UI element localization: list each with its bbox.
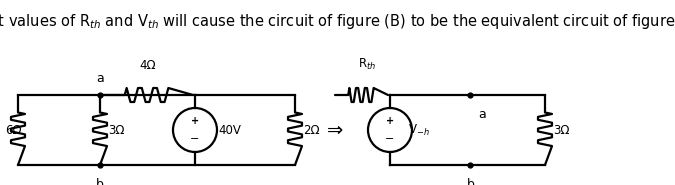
Text: +: +: [386, 116, 394, 126]
Text: a: a: [96, 72, 104, 85]
Text: −: −: [190, 134, 200, 144]
Text: 6Ω: 6Ω: [5, 124, 22, 137]
Text: 40V: 40V: [218, 124, 241, 137]
Text: −: −: [385, 134, 395, 144]
Text: b: b: [467, 178, 475, 185]
Text: ⇒: ⇒: [327, 120, 343, 139]
Text: +: +: [191, 116, 199, 126]
Text: 3Ω: 3Ω: [108, 124, 124, 137]
Text: b: b: [96, 178, 104, 185]
Text: 4Ω: 4Ω: [140, 59, 157, 72]
Text: V$_{-h}$: V$_{-h}$: [408, 122, 430, 138]
Text: What values of R$_{th}$ and V$_{th}$ will cause the circuit of figure (B) to be : What values of R$_{th}$ and V$_{th}$ wil…: [0, 12, 675, 31]
Text: R$_{th}$: R$_{th}$: [358, 57, 376, 72]
Text: 3Ω: 3Ω: [553, 124, 570, 137]
Text: a: a: [478, 108, 486, 121]
Text: 2Ω: 2Ω: [303, 124, 320, 137]
